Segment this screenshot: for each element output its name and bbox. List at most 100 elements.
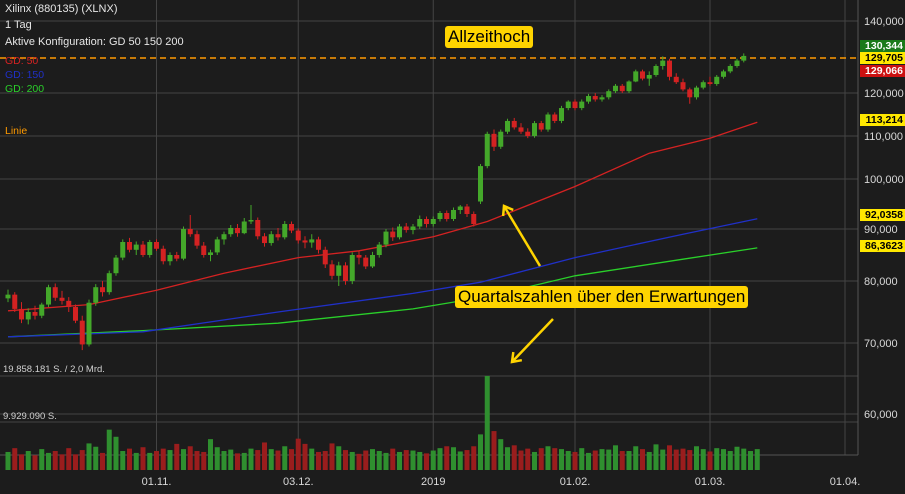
- volume-bar: [106, 429, 112, 470]
- volume-bar: [289, 449, 294, 470]
- volume-bar: [282, 446, 288, 470]
- volume-bar: [194, 451, 200, 470]
- candle-body: [32, 312, 38, 316]
- y-tick-label: 100,000: [864, 174, 904, 186]
- candle-body: [707, 82, 713, 84]
- candle-body: [525, 131, 531, 136]
- earnings-callout: Quartalszahlen über den Erwartungen: [455, 286, 749, 308]
- volume-bar: [687, 450, 693, 470]
- candle-body: [187, 229, 193, 235]
- candle-body: [127, 242, 132, 250]
- volume-bar: [586, 452, 591, 470]
- candle-body: [606, 91, 612, 98]
- volume-bar: [397, 451, 402, 470]
- candle-body: [100, 287, 105, 293]
- candle-body: [167, 255, 173, 262]
- candle-body: [52, 287, 58, 298]
- candle-body: [25, 312, 31, 320]
- volume-bar: [572, 451, 578, 470]
- volume-bar: [228, 449, 234, 470]
- y-tick-label: 80,000: [864, 276, 898, 288]
- earnings-arrow-up: [502, 205, 542, 267]
- volume-bar: [295, 438, 301, 470]
- candle-body: [39, 304, 45, 316]
- volume-bar: [525, 448, 531, 470]
- candle-body: [451, 210, 456, 219]
- candle-body: [295, 230, 301, 241]
- volume-bar: [410, 450, 416, 470]
- volume-bar: [363, 450, 369, 470]
- volume-bar: [160, 448, 166, 470]
- candle-body: [687, 89, 693, 98]
- candle-body: [86, 302, 92, 345]
- candle-body: [484, 133, 490, 167]
- candle-body: [457, 206, 463, 210]
- volume-bar: [221, 451, 227, 470]
- candle-body: [19, 308, 24, 320]
- volume-bar: [140, 447, 146, 470]
- candle-body: [309, 239, 315, 243]
- candle-body: [633, 71, 639, 82]
- active-config: Aktive Konfiguration: GD 50 150 200: [5, 36, 184, 48]
- volume-bar: [329, 443, 335, 470]
- volume-bar: [93, 446, 99, 470]
- gd150-line: [7, 218, 758, 338]
- candle-body: [93, 287, 99, 303]
- candle-body: [282, 224, 288, 238]
- candle-body: [160, 248, 166, 262]
- volume-bar: [100, 452, 105, 470]
- volume-bar: [403, 450, 409, 470]
- volume-bar: [700, 449, 706, 470]
- candle-body: [113, 257, 119, 274]
- volume-bar: [471, 446, 477, 470]
- gd200-price-tag: 86,3623: [860, 240, 905, 252]
- candle-body: [66, 300, 72, 308]
- volume-bar: [613, 445, 618, 470]
- candle-body: [140, 244, 146, 255]
- candle-body: [464, 206, 470, 214]
- candle-body: [592, 96, 598, 100]
- candle-body: [349, 255, 355, 281]
- candle-body: [498, 131, 504, 147]
- candle-body: [471, 214, 477, 224]
- close-price-tag: 130,344: [860, 40, 905, 52]
- x-tick-label: 01.03.: [695, 476, 726, 488]
- volume-bar: [79, 450, 85, 470]
- candle-body: [559, 108, 564, 121]
- volume-bar: [484, 376, 490, 470]
- candle-body: [248, 220, 254, 222]
- volume-bar: [25, 451, 31, 470]
- ath-callout: Allzeithoch: [445, 26, 534, 48]
- candle-body: [565, 101, 571, 109]
- y-tick-label: 110,000: [864, 131, 903, 143]
- candle-body: [221, 234, 227, 240]
- volume-bar: [39, 449, 45, 470]
- volume-bar: [430, 450, 436, 470]
- volume-bar: [113, 436, 119, 470]
- candle-body: [5, 294, 11, 299]
- volume-bar: [741, 448, 747, 470]
- volume-bar: [322, 451, 328, 470]
- volume-bar: [451, 447, 456, 470]
- volume-bar: [376, 451, 382, 470]
- candle-body: [599, 97, 605, 100]
- candle-body: [741, 55, 747, 61]
- volume-bar: [147, 452, 153, 470]
- candle-body: [133, 244, 139, 250]
- volume-bar: [680, 448, 686, 470]
- volume-bar: [734, 446, 740, 470]
- candle-body: [572, 101, 578, 109]
- earnings-arrow-down: [511, 318, 554, 363]
- volume-bar: [646, 451, 652, 470]
- volume-bar: [235, 453, 240, 470]
- volume-bar: [248, 448, 254, 470]
- candle-body: [640, 71, 645, 79]
- volume-max-label: 19.858.181 S. / 2,0 Mrd.: [3, 364, 105, 375]
- volume-bar: [59, 454, 65, 470]
- candle-body: [532, 123, 537, 136]
- candle-body: [12, 294, 18, 309]
- candle-body: [390, 231, 396, 238]
- candle-body: [106, 273, 112, 293]
- candle-body: [214, 239, 220, 253]
- volume-bar: [309, 448, 315, 470]
